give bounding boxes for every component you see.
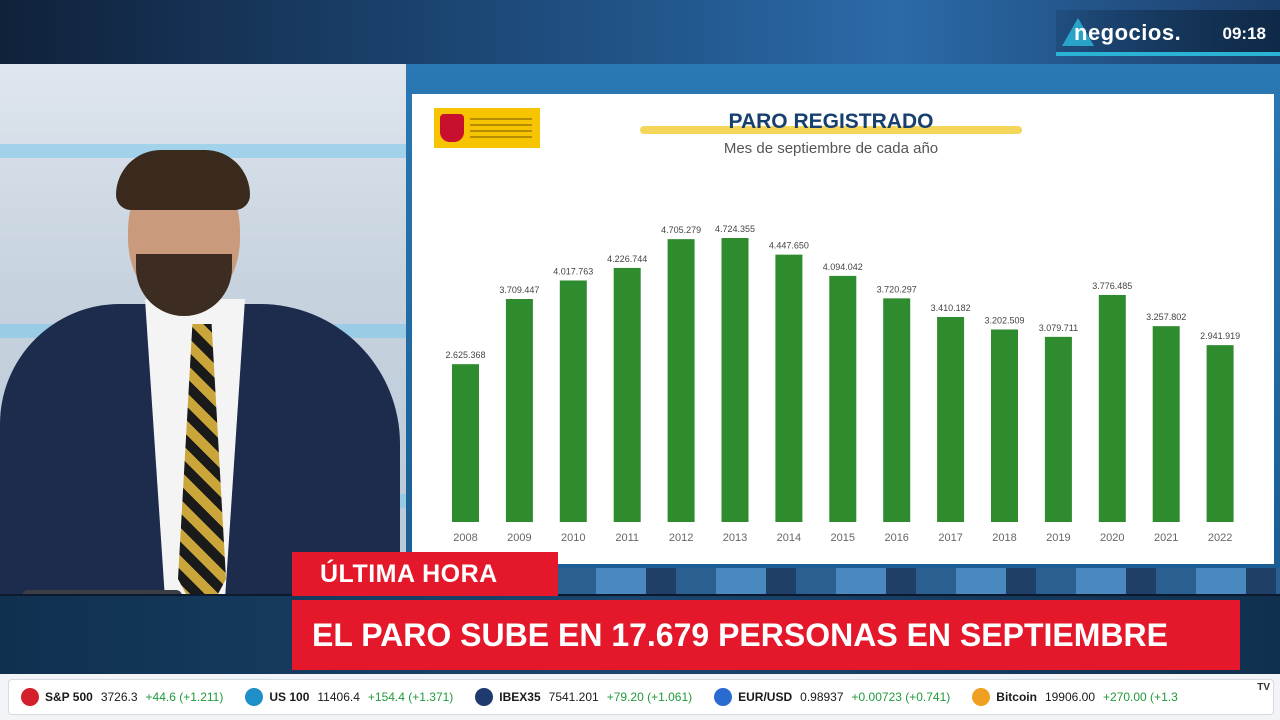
ticker-item: US 100 11406.4 +154.4 (+1.371) [245,688,453,706]
x-tick-2019: 2019 [1046,532,1070,544]
bar-2011 [613,267,641,522]
bar-2022 [1206,345,1234,522]
bar-2019 [1044,336,1072,522]
x-tick-2012: 2012 [669,532,693,544]
ticker-name: US 100 [269,690,310,704]
studio-screen: PARO REGISTRADO Mes de septiembre de cad… [406,64,1280,594]
channel-name: negocios. [1074,20,1182,45]
data-label-2012: 4.705.279 [661,225,701,235]
clock: 09:18 [1222,24,1266,43]
bar-2013 [721,238,749,522]
x-tick-2011: 2011 [615,532,639,544]
ticker-name: Bitcoin [996,690,1037,704]
bar-2008 [452,364,479,522]
bar-2017 [937,317,965,522]
bar-2018 [991,329,1018,522]
ministry-logo-text [470,118,532,138]
bar-2016 [883,298,911,522]
x-tick-2008: 2008 [453,532,477,544]
data-label-2016: 3.720.297 [877,284,917,294]
data-label-2013: 4.724.355 [715,224,755,234]
data-label-2009: 3.709.447 [499,285,539,295]
bar-2009 [505,299,533,522]
data-label-2018: 3.202.509 [984,315,1024,325]
data-label-2019: 3.079.711 [1039,323,1078,333]
ticker-value: 3726.3 [100,690,138,704]
x-tick-2018: 2018 [992,532,1016,544]
x-tick-2009: 2009 [507,532,531,544]
bar-chart: 2.625.368 2008 3.709.447 2009 4.017.763 2010 4… [445,224,1240,544]
ticker-change: +79.20 (+1.061) [606,690,693,704]
ticker-logo-icon [972,688,991,706]
bar-2014 [775,254,803,522]
bar-2012 [667,239,695,522]
headline: EL PARO SUBE EN 17.679 PERSONAS EN SEPTI… [292,600,1240,670]
chart-title: PARO REGISTRADO [728,110,934,133]
x-tick-2010: 2010 [561,532,585,544]
ticker-name: S&P 500 [45,690,93,704]
ticker-logo-icon [475,688,494,706]
x-tick-2021: 2021 [1154,532,1178,544]
data-label-2020: 3.776.485 [1092,281,1132,291]
chart-slide: PARO REGISTRADO Mes de septiembre de cad… [412,94,1274,564]
anchor-hair [116,150,250,210]
x-tick-2014: 2014 [777,532,801,544]
ticker-logo-icon [21,688,39,706]
ticker-value: 0.98937 [800,690,844,704]
x-tick-2020: 2020 [1100,532,1124,544]
data-label-2022: 2.941.919 [1200,331,1240,341]
data-label-2021: 3.257.802 [1146,312,1186,322]
x-tick-2017: 2017 [938,532,962,544]
ticker-change: +0.00723 (+0.741) [851,690,951,704]
ticker-item: Bitcoin 19906.00 +270.00 (+1.3 [972,688,1178,706]
x-tick-2016: 2016 [884,532,908,544]
ticker-value: 7541.201 [548,690,599,704]
x-tick-2015: 2015 [831,532,855,544]
bar-2015 [829,275,857,522]
data-label-2008: 2.625.368 [445,350,485,360]
channel-brand: negocios. 09:18 [1056,10,1280,56]
data-label-2010: 4.017.763 [553,266,593,276]
ticker-logo-icon [245,688,264,706]
ticker-change: +154.4 (+1.371) [367,690,454,704]
ticker-change: +270.00 (+1.3 [1103,690,1178,704]
data-label-2015: 4.094.042 [823,262,863,272]
bar-2020 [1098,294,1126,522]
x-tick-2013: 2013 [723,532,747,544]
tv-icon: TV [1257,682,1270,693]
ministry-logo [434,108,540,148]
x-tick-2022: 2022 [1208,532,1232,544]
ticker-item: EUR/USD 0.98937 +0.00723 (+0.741) [714,688,950,706]
chart-subtitle: Mes de septiembre de cada año [723,140,939,157]
data-label-2014: 4.447.650 [769,241,809,251]
ticker-strip: S&P 500 3726.3 +44.6 (+1.211) US 100 11406.4… [8,679,1274,715]
screen-bottom-pattern [556,568,1280,594]
studio-camera-feed [0,64,406,594]
data-label-2011: 4.226.744 [607,254,647,264]
ticker-name: IBEX35 [499,690,541,704]
ticker-name: EUR/USD [738,690,793,704]
data-label-2017: 3.410.182 [931,303,971,313]
ticker-item: IBEX35 7541.201 +79.20 (+1.061) [475,688,692,706]
coat-of-arms-icon [440,114,464,142]
ticker-value: 11406.4 [317,690,360,704]
market-ticker: S&P 500 3726.3 +44.6 (+1.211) US 100 11406.4… [0,674,1280,720]
brand-underline [1056,52,1280,56]
breaking-news-tag: ÚLTIMA HORA [292,552,558,596]
bar-2010 [559,280,587,522]
top-bar: negocios. 09:18 [0,0,1280,64]
bar-2021 [1152,326,1180,522]
ticker-logo-icon [714,688,733,706]
channel-logo-icon [1062,18,1094,46]
ticker-change: +44.6 (+1.211) [145,690,224,704]
ticker-value: 19906.00 [1044,690,1096,704]
laptop-dark [22,590,182,594]
ticker-item: S&P 500 3726.3 +44.6 (+1.211) [21,688,223,706]
title-underline [640,126,1022,134]
